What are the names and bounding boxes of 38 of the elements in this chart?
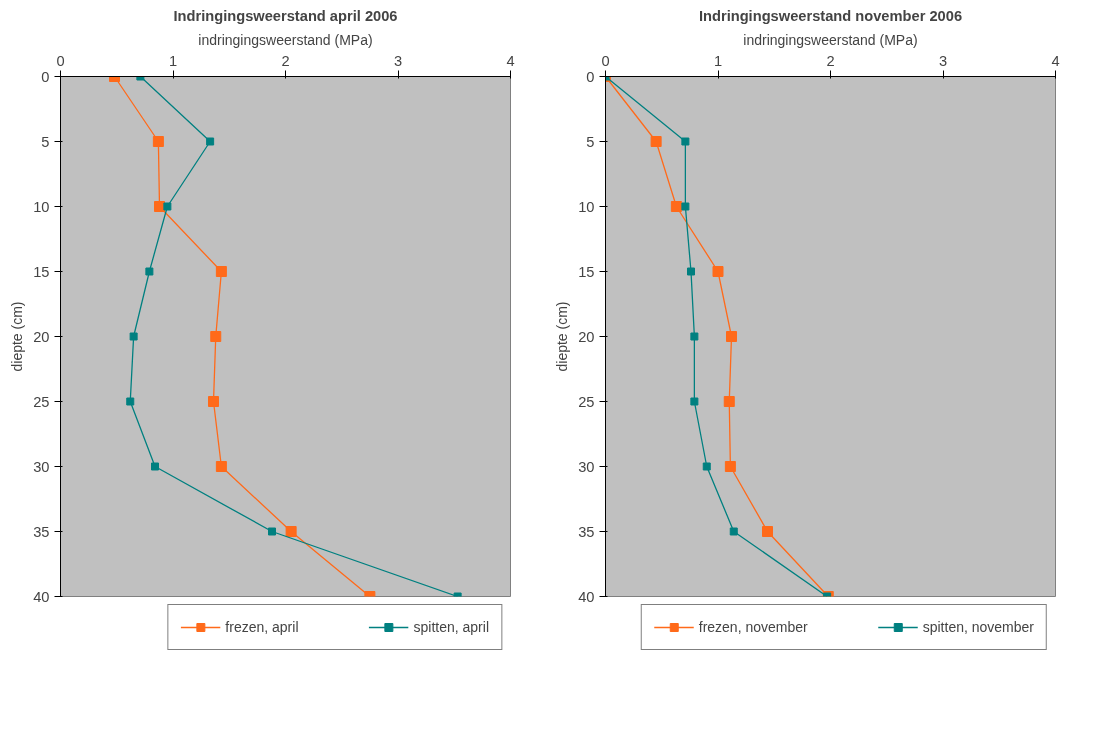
y-axis-title: diepte (cm) (554, 301, 571, 372)
legend-label: frezen, april (225, 619, 299, 635)
y-tick-label: 30 (33, 458, 50, 475)
y-tick-label: 30 (578, 458, 595, 475)
y-tick-label: 15 (578, 263, 595, 280)
y-tick-label: 40 (33, 588, 50, 605)
legend-label: frezen, november (698, 619, 808, 635)
y-tick-label: 20 (578, 328, 595, 345)
chart-title: Indringingsweerstand november 2006 (698, 7, 963, 24)
y-tick-label: 5 (41, 133, 50, 150)
y-tick-label: 0 (41, 68, 50, 85)
y-tick-label: 10 (33, 198, 50, 215)
y-tick-label: 35 (578, 523, 595, 540)
x-tick-label: 3 (393, 52, 403, 69)
x-tick-label: 4 (1051, 52, 1060, 69)
y-tick-label: 15 (33, 263, 50, 280)
x-tick-label: 1 (168, 52, 178, 69)
y-tick-label: 20 (33, 328, 50, 345)
chart-title: Indringingsweerstand april 2006 (173, 7, 398, 24)
y-tick-label: 10 (578, 198, 595, 215)
x-tick-label: 0 (601, 52, 610, 69)
y-tick-label: 0 (586, 68, 595, 85)
y-tick-label: 40 (578, 588, 595, 605)
x-axis-title: indringingsweerstand (MPa) (743, 31, 918, 48)
x-tick-label: 2 (826, 52, 835, 69)
y-tick-label: 25 (578, 393, 595, 410)
y-tick-label: 35 (33, 523, 50, 540)
y-axis-title: diepte (cm) (9, 301, 26, 372)
y-tick-label: 5 (586, 133, 595, 150)
y-tick-label: 25 (33, 393, 50, 410)
x-tick-label: 3 (938, 52, 948, 69)
x-tick-label: 4 (506, 52, 515, 69)
legend-label: spitten, april (413, 619, 489, 635)
x-tick-label: 2 (281, 52, 290, 69)
legend-label: spitten, november (922, 619, 1034, 635)
x-axis-title: indringingsweerstand (MPa) (198, 31, 373, 48)
x-tick-label: 1 (713, 52, 723, 69)
x-tick-label: 0 (56, 52, 65, 69)
